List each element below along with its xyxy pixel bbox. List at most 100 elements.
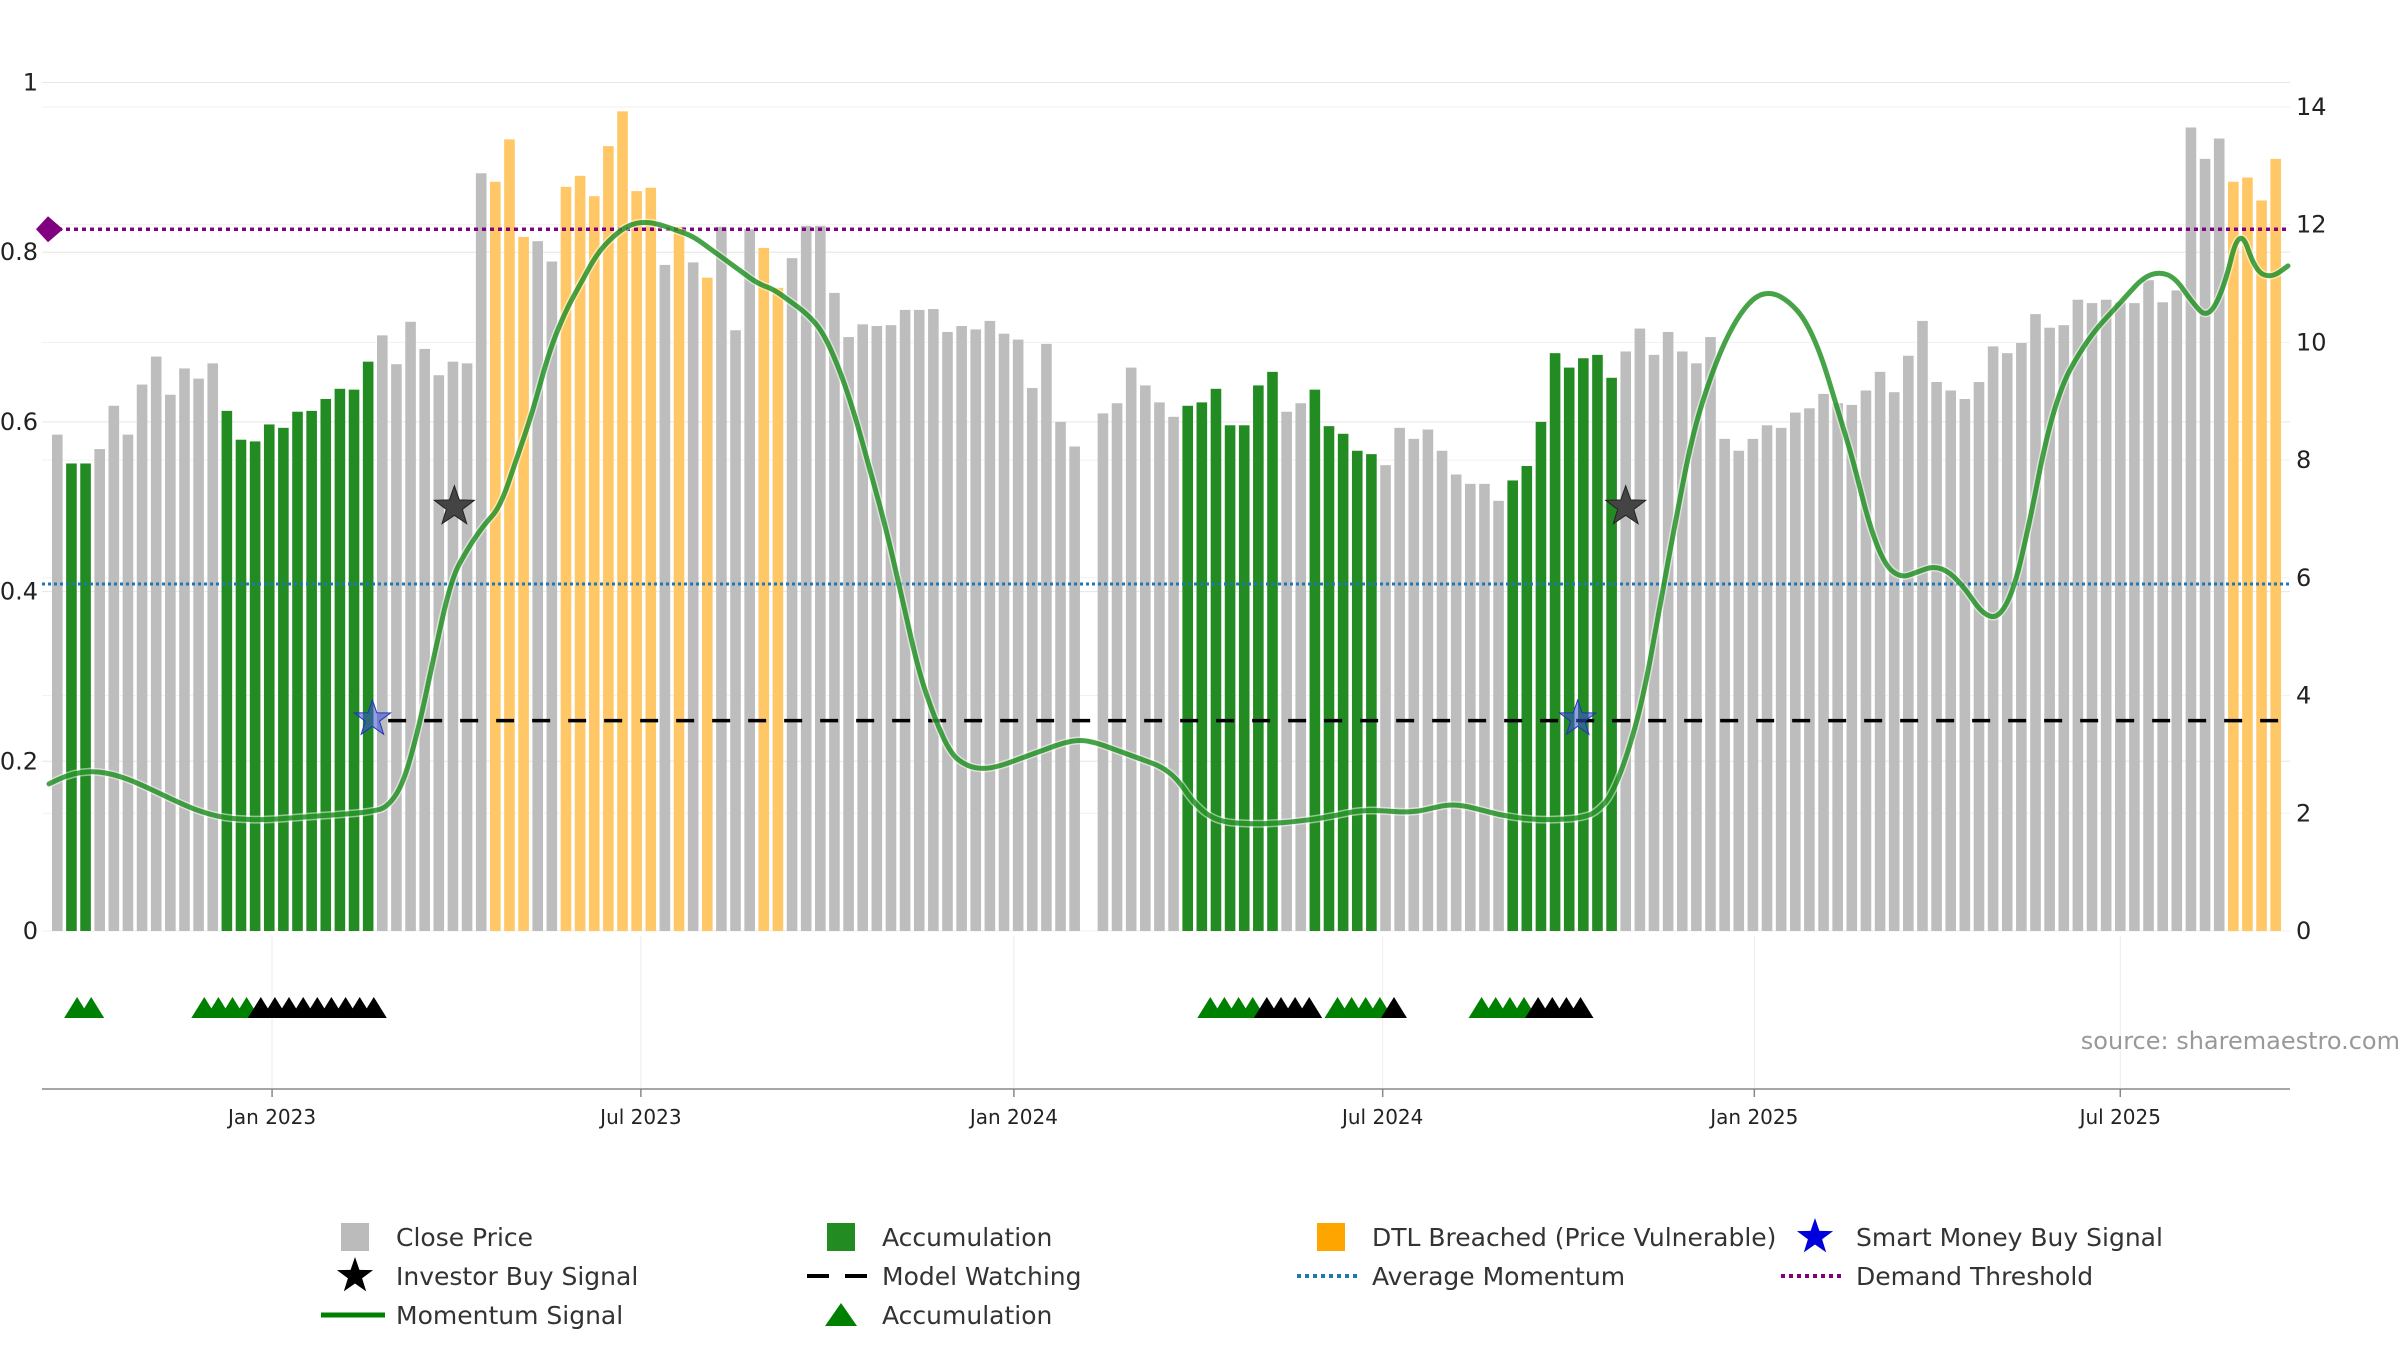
model-watching-triangle [360,997,387,1018]
left-tick-label: 0.4 [0,578,38,606]
close-price-bar [419,348,430,932]
close-price-bar [1676,351,1688,931]
close-price-bar [1691,363,1702,931]
accumulation-bar [1337,433,1349,931]
close-price-bar [1761,425,1773,931]
accumulation-bar [1182,405,1193,931]
close-price-bar [1775,427,1787,931]
close-price-bar [179,368,190,932]
close-price-bar [984,320,996,932]
close-price-bar [687,262,699,932]
close-price-bar [1959,398,1971,932]
reference-lines [36,216,2290,723]
dtl-breached-bar [617,111,628,931]
close-price-bar [136,384,148,931]
close-price-bar [2157,302,2168,932]
close-price-bar [165,394,176,931]
close-price-bar [150,356,162,931]
close-price-bar [913,309,925,931]
close-price-bar [1026,387,1038,932]
close-price-bar [970,329,982,931]
close-price-bar [1154,402,1165,931]
left-tick-label: 0.6 [0,408,38,436]
dtl-breached-bar [560,186,572,932]
accumulation-bar [1309,389,1321,932]
accumulation-bar [1253,385,1264,931]
accumulation-bar [292,411,303,931]
dtl-breached-bar [2256,200,2267,931]
legend-label: Close Price [396,1223,533,1252]
dtl-breached-bar [2228,181,2239,931]
close-price-bar [1832,403,1843,931]
dtl-breached-bar [504,139,515,932]
model-watching-triangle [1381,997,1407,1018]
accumulation-bar [1238,425,1250,931]
close-price-bar [1903,355,1914,931]
price-bars [52,111,2282,932]
close-price-bar [2185,127,2197,931]
smart-money-buy-star [352,698,392,736]
close-price-bar [405,321,416,932]
close-price-bar [447,361,459,931]
demand-threshold-marker [36,216,63,243]
close-price-bar [928,309,939,931]
close-price-bar [1818,393,1829,931]
close-price-bar [843,337,854,931]
legend-triangle-icon [825,1303,857,1326]
close-price-bar [1465,483,1476,931]
close-price-bar [885,325,897,931]
accumulation-bar [263,424,275,931]
legend-label: Smart Money Buy Signal [1856,1223,2163,1252]
right-tick-label: 8 [2296,446,2311,474]
dtl-breached-bar [673,226,685,931]
left-tick-label: 0.2 [0,747,38,775]
close-price-bar [546,261,558,931]
close-price-bar [532,241,544,931]
close-price-bar [391,364,402,931]
dtl-breached-bar [2242,177,2253,932]
legend-square-icon [1317,1223,1345,1251]
close-price-bar [1055,421,1066,931]
accumulation-bar [1196,402,1208,931]
close-price-bar [1041,343,1052,931]
accumulation-bar [1521,466,1533,931]
close-price-bar [1111,403,1123,931]
close-price-bar [815,225,826,932]
close-price-bar [1422,429,1434,931]
accumulation-bar [1563,367,1575,931]
close-price-bar [1917,320,1928,932]
close-price-bar [956,326,967,931]
close-price-bar [1012,339,1024,932]
legend-label: Accumulation [882,1223,1052,1252]
close-price-bar [461,363,473,931]
close-price-bar [1987,346,1999,931]
close-price-bar [2058,325,2070,931]
dtl-breached-bar [645,187,657,932]
close-price-bar [2044,327,2055,931]
close-price-bar [1069,446,1080,931]
close-price-bar [2030,314,2041,931]
close-price-bar [942,331,953,932]
right-tick-label: 10 [2296,328,2327,356]
close-price-bar [1479,483,1490,931]
dtl-breached-bar [772,287,784,931]
accumulation-bar [1578,358,1589,931]
accumulation-bar [320,398,332,932]
close-price-bar [1281,411,1292,931]
close-price-bar [829,292,840,932]
close-price-bar [207,363,219,931]
close-price-bar [2129,303,2140,931]
right-tick-label: 0 [2296,917,2311,945]
accumulation-bar [1366,454,1377,931]
close-price-bar [108,405,120,931]
close-price-bar [2086,303,2098,931]
right-tick-label: 2 [2296,799,2311,827]
accumulation-bar [1507,480,1518,931]
close-price-bar [1394,427,1405,931]
momentum-signal-line [46,220,2291,827]
accumulation-bar [66,463,77,931]
dtl-breached-bar [490,181,501,931]
